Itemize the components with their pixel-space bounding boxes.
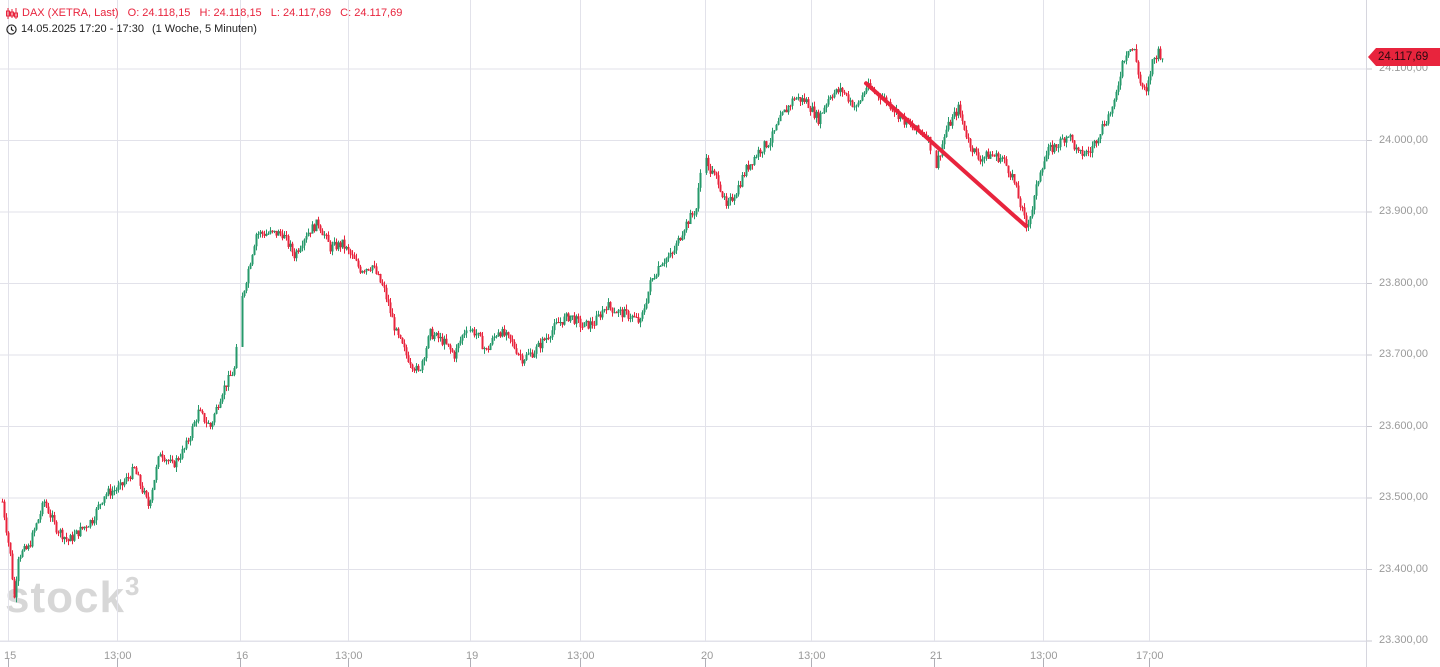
x-axis-tick-label: 13:00 [798, 650, 826, 662]
open-value: O: 24.118,15 [127, 7, 191, 19]
y-axis-tick-label: 23.400,00 [1379, 562, 1428, 575]
x-axis-tick-label: 16 [236, 650, 249, 662]
time-range: 14.05.2025 17:20 - 17:30 [21, 23, 144, 35]
last-price-value: 24.117,69 [1378, 51, 1429, 63]
x-axis-tick-label: 13:00 [1030, 650, 1058, 662]
stock3-watermark-logo: stock3 [5, 571, 141, 622]
last-price-tag: 24.117,69 [1368, 48, 1440, 66]
high-value: H: 24.118,15 [199, 7, 262, 19]
y-axis-tick-label: 23.800,00 [1379, 276, 1428, 289]
period-label: (1 Woche, 5 Minuten) [151, 23, 257, 35]
y-axis-tick-label: 23.300,00 [1379, 634, 1428, 646]
x-axis-tick-label: 15 [4, 650, 17, 662]
x-axis-tick-label: 21 [930, 650, 943, 662]
x-axis-tick-label: 17:00 [1136, 650, 1164, 662]
y-axis-tick-label: 24.000,00 [1379, 133, 1428, 146]
low-value: L: 24.117,69 [270, 7, 332, 19]
instrument-name[interactable]: DAX (XETRA, Last) [22, 7, 119, 19]
x-axis-tick-label: 13:00 [335, 650, 363, 662]
x-axis-tick-label: 13:00 [567, 650, 595, 662]
x-axis-tick-label: 19 [466, 650, 479, 662]
close-value: C: 24.117,69 [340, 7, 403, 19]
chart-legend: DAX (XETRA, Last) O: 24.118,15 H: 24.118… [6, 5, 408, 37]
x-axis-tick-label: 20 [701, 650, 714, 662]
candlestick-icon[interactable] [6, 7, 18, 19]
instrument-ohlc: DAX (XETRA, Last) O: 24.118,15 H: 24.118… [22, 5, 408, 21]
y-axis-tick-label: 23.600,00 [1379, 419, 1428, 432]
x-axis-tick-label: 13:00 [104, 650, 132, 662]
y-axis-tick-label: 23.700,00 [1379, 348, 1428, 360]
y-axis-tick-label: 23.900,00 [1379, 205, 1428, 217]
y-axis-tick-label: 23.500,00 [1379, 491, 1428, 503]
clock-icon [6, 23, 17, 35]
